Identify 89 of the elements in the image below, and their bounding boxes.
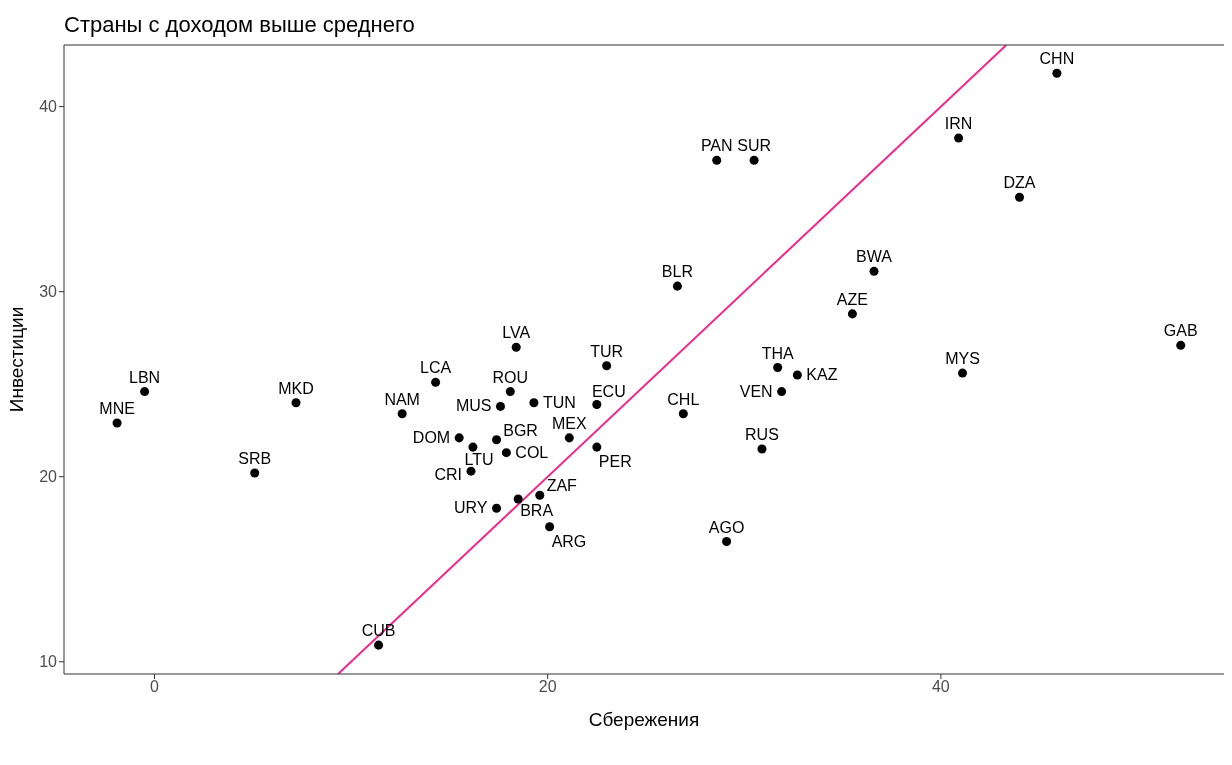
point — [592, 442, 602, 452]
point — [592, 400, 602, 410]
point — [545, 522, 555, 532]
point — [466, 466, 476, 476]
annotation: BGR — [503, 421, 538, 439]
point — [140, 387, 150, 397]
point — [722, 537, 732, 547]
annotation: SRB — [238, 450, 272, 468]
point — [112, 418, 122, 428]
point — [492, 435, 502, 445]
point — [957, 368, 968, 378]
annotation: GAB — [1163, 322, 1198, 340]
annotation: BWA — [856, 248, 893, 266]
y-tick-label: 20 — [39, 468, 58, 486]
x-tick-label: 20 — [538, 678, 557, 696]
point — [495, 401, 505, 411]
annotation: CRI — [434, 466, 462, 484]
annotation: THA — [761, 344, 795, 362]
point — [511, 342, 521, 352]
point — [1015, 192, 1025, 202]
point — [1176, 340, 1186, 350]
annotation: LVA — [502, 324, 531, 342]
annotation: CHN — [1039, 50, 1075, 68]
annotation: SUR — [737, 137, 771, 155]
point — [712, 155, 722, 165]
x-tick-label: 40 — [931, 678, 950, 696]
point — [431, 377, 441, 387]
annotation: MYS — [945, 350, 980, 368]
y-axis-title: Инвестиции — [5, 306, 27, 413]
annotation: ROU — [492, 368, 529, 386]
point — [954, 133, 964, 143]
annotation: TUN — [542, 393, 576, 411]
annotation: LCA — [420, 359, 452, 377]
point — [535, 490, 545, 500]
annotation: MUS — [455, 397, 492, 415]
annotation: NAM — [384, 390, 420, 408]
point — [602, 361, 612, 371]
x-axis-title: Сбережения — [588, 709, 700, 730]
point — [505, 387, 515, 397]
point — [672, 281, 682, 291]
point — [492, 503, 502, 513]
annotation: MKD — [278, 379, 314, 397]
annotation: AGO — [708, 518, 745, 536]
y-tick-label: 30 — [39, 283, 58, 301]
point — [773, 363, 783, 373]
annotation: MEX — [551, 414, 587, 432]
y-tick-label: 10 — [39, 653, 58, 671]
point — [291, 398, 301, 408]
point — [792, 370, 802, 380]
point — [501, 448, 511, 458]
annotation: AZE — [836, 290, 868, 308]
point — [1052, 68, 1062, 78]
point — [397, 409, 407, 419]
annotation: MNE — [99, 400, 135, 418]
annotation: LBN — [129, 368, 161, 386]
annotation: CHL — [667, 390, 700, 408]
annotation: RUS — [745, 425, 779, 443]
point — [454, 433, 464, 443]
annotation: LTU — [464, 451, 494, 469]
point — [250, 468, 260, 478]
x-tick-label: 0 — [149, 678, 159, 696]
annotation: PAN — [700, 137, 733, 155]
point — [749, 155, 759, 165]
annotation: DZA — [1003, 174, 1036, 192]
annotation: ARG — [551, 532, 587, 550]
annotation: ZAF — [546, 477, 578, 495]
annotation: TUR — [590, 342, 624, 360]
point — [757, 444, 767, 454]
annotation: IRN — [944, 115, 973, 133]
point — [513, 494, 523, 504]
point — [847, 309, 857, 319]
point — [529, 398, 539, 408]
annotation: KAZ — [806, 365, 838, 383]
point — [777, 387, 787, 397]
annotation: VEN — [739, 382, 773, 400]
point — [468, 442, 478, 452]
annotation: URY — [454, 499, 488, 517]
point — [678, 409, 688, 419]
annotation: PER — [598, 453, 632, 471]
annotation: ECU — [591, 382, 626, 400]
annotation: BLR — [661, 263, 693, 281]
annotation: BRA — [520, 501, 554, 519]
point — [374, 640, 384, 650]
point — [869, 266, 879, 276]
y-tick-label: 40 — [39, 98, 58, 116]
point — [564, 433, 574, 443]
annotation: COL — [515, 443, 549, 461]
chart-title: Страны с доходом выше среднего — [64, 12, 415, 38]
annotation: DOM — [412, 428, 451, 446]
